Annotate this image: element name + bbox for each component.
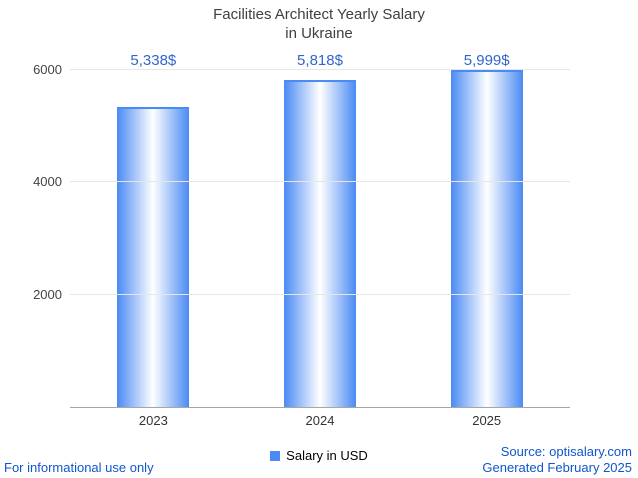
bar-value-label: 5,818$	[297, 52, 343, 69]
gridline	[70, 69, 570, 70]
disclaimer-text: For informational use only	[4, 460, 154, 475]
x-axis-labels: 2023 2024 2025	[70, 413, 570, 428]
generated-date: Generated February 2025	[482, 460, 632, 475]
bar-slot: 5,999$	[403, 52, 570, 407]
legend-label: Salary in USD	[286, 448, 368, 463]
bar-value-label: 5,999$	[463, 52, 510, 69]
plot-area: 5,338$ 5,818$ 5,999$	[70, 52, 570, 408]
x-axis-label-2024: 2024	[305, 413, 335, 428]
y-axis-tick-label: 4000	[33, 174, 62, 190]
bar-value-label: 5,338$	[130, 52, 177, 69]
source-block: Source: optisalary.com Generated Februar…	[482, 444, 632, 476]
legend: Salary in USD	[0, 448, 638, 463]
chart-title: Facilities Architect Yearly Salary in Uk…	[0, 5, 638, 43]
gridline	[70, 181, 570, 183]
source-link[interactable]: Source: optisalary.com	[500, 444, 632, 459]
y-axis-tick-label: 2000	[33, 286, 62, 302]
y-axis-tick-label: 6000	[33, 62, 62, 77]
gridline	[70, 293, 570, 295]
bar-slots: 5,338$ 5,818$ 5,999$	[70, 52, 570, 407]
chart-title-line2: in Ukraine	[285, 25, 353, 42]
bar-2024[interactable]	[284, 80, 356, 407]
bar-slot: 5,338$	[70, 52, 237, 407]
chart-title-line1: Facilities Architect Yearly Salary	[213, 6, 425, 23]
legend-color-swatch	[270, 450, 281, 461]
x-axis-label-2025: 2025	[472, 413, 502, 428]
bar-2023[interactable]	[117, 107, 190, 407]
bar-2025[interactable]	[450, 70, 523, 407]
bar-slot: 5,818$	[237, 52, 404, 407]
x-axis-label-2023: 2023	[138, 413, 168, 428]
